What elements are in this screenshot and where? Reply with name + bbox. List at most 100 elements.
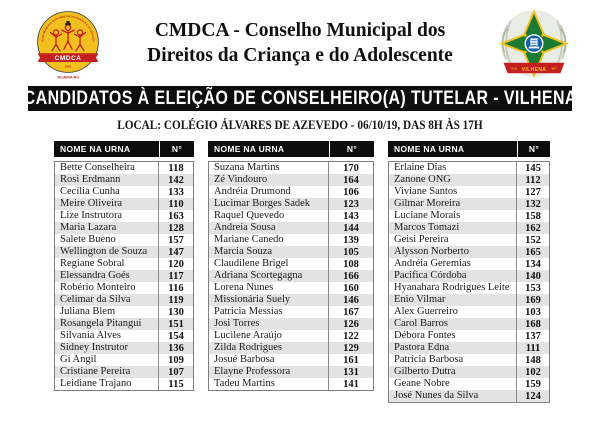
candidate-name: Raquel Quevedo [214, 210, 285, 221]
candidate-number: 126 [328, 318, 373, 330]
candidate-name: Wellington de Souza [60, 246, 148, 257]
candidate-number: 157 [158, 234, 193, 246]
candidate-number: 166 [328, 270, 373, 282]
table-row: Sidney Instrutor 136 [55, 342, 193, 354]
candidate-number: 143 [328, 210, 373, 222]
candidate-name: Zé Vindouro [214, 174, 268, 185]
candidate-name: Maria Lazara [60, 222, 117, 233]
candidate-number: 164 [328, 174, 373, 186]
candidate-name: Lorena Nunes [214, 282, 274, 293]
candidate-name: Pacifica Córdoba [394, 270, 467, 281]
table-row: Leidiane Trajano 115 [55, 378, 193, 390]
candidate-name: Patricia Messias [214, 306, 283, 317]
candidate-number: 168 [516, 318, 549, 330]
table-row: Bette Conselheira 118 [55, 162, 193, 174]
candidate-table-2: NOME NA URNA N° Suzana Martins 170 Zé Vind… [208, 141, 374, 391]
table-row: Zé Vindouro 164 [209, 174, 373, 186]
column-header-name: NOME NA URNA [60, 144, 131, 154]
table-row: Zilda Rodrigues 129 [209, 342, 373, 354]
table-body: Suzana Martins 170 Zé Vindouro 164 Andréia D… [208, 161, 374, 391]
candidate-name: Andréia Drumond [214, 186, 291, 197]
candidate-number: 115 [158, 378, 193, 390]
table-row: Marcos Tomazi 162 [389, 222, 549, 234]
location-line: LOCAL: COLÉGIO ÁLVARES DE AZEVEDO - 06/1… [0, 116, 600, 132]
candidate-name: Rosangela Pitangui [60, 318, 142, 329]
candidate-name: Zanone ONG [394, 174, 451, 185]
candidate-name: Bette Conselheira [60, 162, 135, 173]
table-row: Josi Torres 126 [209, 318, 373, 330]
candidate-number: 137 [516, 330, 549, 342]
candidate-name: Meire Oliveira [60, 198, 123, 209]
candidate-name: Alysson Norberto [394, 246, 469, 257]
candidate-name: Lucimar Borges Sadek [214, 198, 311, 209]
candidate-number: 109 [158, 354, 193, 366]
candidate-name: Sidney Instrutor [60, 342, 128, 353]
table-row: Andréia Geremias 134 [389, 258, 549, 270]
candidate-number: 151 [158, 318, 193, 330]
table-row: Tadeu Martins 141 [209, 378, 373, 390]
candidate-name: Viviane Santos [394, 186, 458, 197]
table-row: Zanone ONG 112 [389, 174, 549, 186]
candidate-number: 124 [516, 390, 549, 402]
candidate-name: Josué Barbosa [214, 354, 275, 365]
candidate-name: José Nunes da Silva [394, 390, 479, 401]
candidate-number: 122 [328, 330, 373, 342]
candidate-number: 145 [516, 162, 549, 174]
table-row: Pastora Édna 111 [389, 342, 549, 354]
candidate-name: Regiane Sobral [60, 258, 125, 269]
header: CONSELHO MUNICIPAL DOS DIREITOS DA CRIAN… [0, 0, 600, 82]
table-row: Débora Fontes 137 [389, 330, 549, 342]
table-row: Geisi Pereira 152 [389, 234, 549, 246]
candidate-number: 102 [516, 366, 549, 378]
candidate-number: 154 [158, 330, 193, 342]
candidate-name: Luciane Morais [394, 210, 461, 221]
candidate-name: Elessandra Goés [60, 270, 130, 281]
candidate-name: Missionária Suely [214, 294, 291, 305]
candidate-number: 163 [158, 210, 193, 222]
table-row: Rosangela Pitangui 151 [55, 318, 193, 330]
hat-top-icon [66, 21, 70, 24]
table-row: Lucilene Araújo 122 [209, 330, 373, 342]
candidate-name: Elayne Professora [214, 366, 291, 377]
candidate-name: Cecília Cunha [60, 186, 120, 197]
candidate-name: Pastora Édna [394, 342, 450, 353]
candidate-number: 110 [158, 198, 193, 210]
candidate-name: Marcia Souza [214, 246, 273, 257]
candidate-name: Erlaine Dias [394, 162, 447, 173]
table-row: Alysson Norberto 165 [389, 246, 549, 258]
candidate-number: 148 [516, 354, 549, 366]
table-row: Lucimar Borges Sadek 123 [209, 198, 373, 210]
vilhena-ribbon [503, 62, 565, 74]
banner-text: CANDIDATOS À ELEIÇÃO DE CONSELHEIRO(A) T… [23, 87, 577, 109]
candidate-name: Mariane Canedo [214, 234, 284, 245]
table-row: Carol Barros 168 [389, 318, 549, 330]
vilhena-coat-of-arms-icon: 23.11 VILHENA 1977 [488, 6, 580, 91]
candidate-name: Lucilene Araújo [214, 330, 282, 341]
table-row: Lize Instrutora 163 [55, 210, 193, 222]
location-text: LOCAL: COLÉGIO ÁLVARES DE AZEVEDO - 06/1… [117, 118, 483, 132]
candidate-number: 116 [158, 282, 193, 294]
table-row: Andréia Drumond 106 [209, 186, 373, 198]
table-header: NOME NA URNA N° [208, 141, 374, 157]
candidate-name: Gilberto Dutra [394, 366, 456, 377]
cmdca-logo-svg: CONSELHO MUNICIPAL DOS DIREITOS DA CRIAN… [23, 3, 99, 79]
candidate-number: 123 [328, 198, 373, 210]
table-header: NOME NA URNA N° [388, 141, 550, 157]
stick-figures-icon [49, 24, 87, 52]
candidate-number: 139 [328, 234, 373, 246]
candidate-number: 158 [516, 210, 549, 222]
candidate-number: 140 [516, 270, 549, 282]
table-row: Celimar da Silva 119 [55, 294, 193, 306]
candidate-name: Claudilene Brigel [214, 258, 289, 269]
candidate-number: 103 [516, 306, 549, 318]
candidate-number: 152 [516, 234, 549, 246]
election-banner: CANDIDATOS À ELEIÇÃO DE CONSELHEIRO(A) T… [23, 86, 576, 111]
table-row: Missionária Suely 146 [209, 294, 373, 306]
table-header: NOME NA URNA N° [54, 141, 194, 157]
candidate-name: Salete Bueno [60, 234, 116, 245]
candidate-name: Andreia Sousa [214, 222, 276, 233]
candidate-tables: NOME NA URNA N° Bette Conselheira 118 Rosi… [0, 141, 600, 403]
candidate-number: 142 [158, 174, 193, 186]
table-row: Josué Barbosa 161 [209, 354, 373, 366]
table-body: Bette Conselheira 118 Rosi Erdmann 142 Cecíl… [54, 161, 194, 391]
